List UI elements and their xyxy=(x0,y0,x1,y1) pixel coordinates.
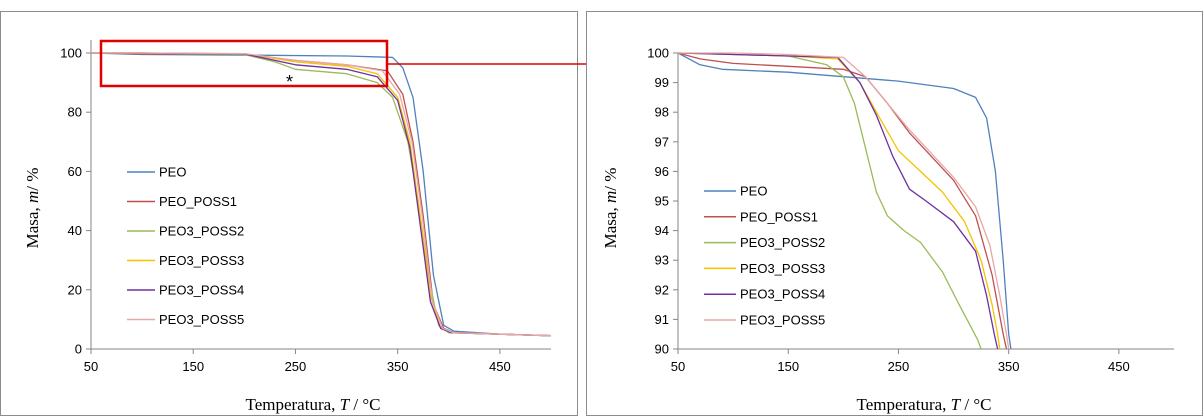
y-tick-label: 99 xyxy=(655,75,669,90)
y-tick-label: 0 xyxy=(75,342,82,357)
y-tick-label: 60 xyxy=(68,164,82,179)
legend-label-peo3-poss2: PEO3_POSS2 xyxy=(740,235,825,250)
y-tick-label: 20 xyxy=(68,282,82,297)
series-line-peo-poss1 xyxy=(678,52,1008,349)
y-tick-label: 96 xyxy=(655,164,669,179)
y-tick-label: 40 xyxy=(68,223,82,238)
x-tick-label: 450 xyxy=(489,359,511,374)
x-tick-label: 250 xyxy=(888,359,910,374)
y-tick-label: 92 xyxy=(655,282,669,297)
legend: PEO PEO_POSS1 PEO3_POSS2 PEO3_POSS3 PEO3_POS… xyxy=(704,184,825,328)
legend-label-peo3-poss3: PEO3_POSS3 xyxy=(159,253,244,268)
legend: PEO PEO_POSS1 PEO3_POSS2 PEO3_POSS3 PEO3_POS… xyxy=(127,165,244,327)
x-tick-label: 350 xyxy=(387,359,409,374)
y-tick-label: 93 xyxy=(655,253,669,268)
y-axis-title: Masa, m/ % xyxy=(601,168,620,249)
series-line-peo xyxy=(678,52,1012,349)
chart-frame xyxy=(586,11,1203,416)
legend-label-peo3-poss2: PEO3_POSS2 xyxy=(159,224,244,239)
legend-label-peo: PEO xyxy=(740,184,767,199)
annotation-asterisk: * xyxy=(286,72,293,92)
y-tick-label: 90 xyxy=(655,342,669,357)
legend-label-peo-poss1: PEO_POSS1 xyxy=(740,209,818,224)
chart-panel-zoomed: 50 150 250 350 450 90 91 92 93 94 95 96 97 98 99 100 Te… xyxy=(586,11,1203,416)
legend-label-peo-poss1: PEO_POSS1 xyxy=(159,194,237,209)
chart-frame xyxy=(0,11,578,416)
y-tick-label: 97 xyxy=(655,134,669,149)
legend-label-peo3-poss4: PEO3_POSS4 xyxy=(159,283,244,298)
legend-label-peo3-poss5: PEO3_POSS5 xyxy=(740,313,825,328)
plot-area: 50 150 250 350 450 0 20 40 60 80 100 xyxy=(60,40,552,374)
y-tick-label: 94 xyxy=(655,223,669,238)
x-tick-label: 450 xyxy=(1108,359,1130,374)
chart-panel-full-range: 50 150 250 350 450 0 20 40 60 80 100 Temperatura, … xyxy=(0,11,604,416)
series-line-peo3-poss4 xyxy=(91,52,552,337)
x-tick-label: 150 xyxy=(182,359,204,374)
y-tick-label: 100 xyxy=(647,46,669,61)
x-tick-label: 250 xyxy=(285,359,307,374)
x-tick-label: 50 xyxy=(671,359,685,374)
x-tick-label: 150 xyxy=(777,359,799,374)
series-line-peo3-poss5 xyxy=(678,52,1010,349)
legend-label-peo3-poss3: PEO3_POSS3 xyxy=(740,261,825,276)
x-axis-title: Temperatura, T / °C xyxy=(857,395,992,414)
series-line-peo3-poss2 xyxy=(678,52,982,349)
x-tick-label: 350 xyxy=(998,359,1020,374)
series-line-peo3-poss5 xyxy=(91,52,552,337)
y-tick-label: 98 xyxy=(655,105,669,120)
y-tick-label: 80 xyxy=(68,105,82,120)
x-tick-label: 50 xyxy=(84,359,98,374)
x-axis-title: Temperatura, T / °C xyxy=(246,395,381,414)
y-tick-label: 95 xyxy=(655,194,669,209)
series-line-peo3-poss4 xyxy=(678,52,999,349)
plot-area: 50 150 250 350 450 90 91 92 93 94 95 96 97 98 99 100 xyxy=(647,46,1174,374)
legend-label-peo3-poss4: PEO3_POSS4 xyxy=(740,287,825,302)
legend-label-peo: PEO xyxy=(159,165,186,180)
y-tick-label: 91 xyxy=(655,312,669,327)
y-axis-title: Masa, m/ % xyxy=(23,168,42,249)
y-tick-label: 100 xyxy=(60,46,82,61)
legend-label-peo3-poss5: PEO3_POSS5 xyxy=(159,312,244,327)
